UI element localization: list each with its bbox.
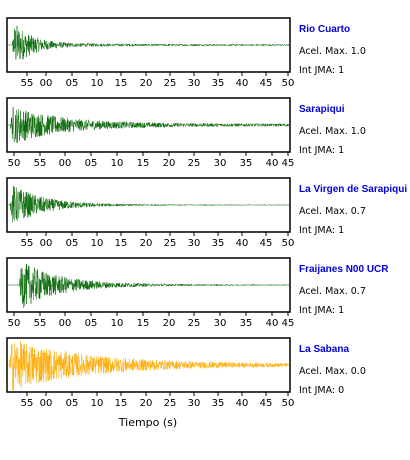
int-jma-label: Int JMA: 1 bbox=[299, 225, 344, 236]
panel-frame bbox=[6, 337, 291, 393]
x-tick-label: 50 bbox=[282, 398, 295, 409]
panel-frame bbox=[6, 97, 291, 153]
x-tick-label: 35 bbox=[212, 78, 225, 89]
x-tick-label: 50 bbox=[8, 318, 21, 329]
x-tick-label: 30 bbox=[214, 318, 227, 329]
x-tick-label: 00 bbox=[59, 158, 72, 169]
x-tick-label: 00 bbox=[59, 318, 72, 329]
x-tick-label: 10 bbox=[91, 238, 104, 249]
panel-frame bbox=[6, 17, 291, 73]
panel-1: 55 00 05 10 15 20 25 30 35 40 45 50 Rio Cuarto Acel. … bbox=[6, 17, 366, 89]
x-tick-label: 00 bbox=[40, 238, 53, 249]
x-tick-label: 50 bbox=[282, 238, 295, 249]
x-tick-label: 15 bbox=[115, 78, 128, 89]
x-tick-label: 05 bbox=[85, 318, 98, 329]
x-tick-label: 15 bbox=[137, 158, 150, 169]
x-tick-label: 45 bbox=[282, 158, 295, 169]
x-tick-label: 50 bbox=[8, 158, 21, 169]
acel-max-label: Acel. Max. 1.0 bbox=[299, 126, 366, 137]
panel-frame bbox=[6, 177, 291, 233]
x-tick-label: 10 bbox=[111, 158, 124, 169]
x-tick-label: 55 bbox=[21, 398, 34, 409]
x-tick-label: 20 bbox=[163, 158, 176, 169]
panel-5: 55 00 05 10 15 20 25 30 35 40 45 50 La Sabana Acel. M… bbox=[6, 337, 366, 409]
int-jma-label: Int JMA: 0 bbox=[299, 385, 344, 396]
x-tick-label: 40 bbox=[266, 158, 279, 169]
x-tick-label: 40 bbox=[236, 238, 249, 249]
series-line bbox=[7, 106, 290, 143]
x-tick-label: 30 bbox=[214, 158, 227, 169]
panel-4: 50 55 00 05 10 15 20 25 30 35 40 45 Fraijanes N00 UC… bbox=[6, 257, 389, 329]
x-tick-label: 55 bbox=[34, 318, 47, 329]
x-tick-label: 50 bbox=[282, 78, 295, 89]
x-tick-label: 10 bbox=[111, 318, 124, 329]
int-jma-label: Int JMA: 1 bbox=[299, 305, 344, 316]
series-line bbox=[7, 25, 290, 61]
x-tick-label: 45 bbox=[260, 78, 273, 89]
x-tick-label: 00 bbox=[40, 78, 53, 89]
x-tick-label: 15 bbox=[115, 238, 128, 249]
x-tick-label: 25 bbox=[164, 398, 177, 409]
acel-max-label: Acel. Max. 0.7 bbox=[299, 206, 366, 217]
x-tick-label: 20 bbox=[140, 78, 153, 89]
station-name: Rio Cuarto bbox=[299, 24, 350, 35]
x-tick-label: 30 bbox=[188, 78, 201, 89]
x-tick-label: 35 bbox=[240, 158, 253, 169]
x-tick-label: 35 bbox=[212, 398, 225, 409]
x-tick-label: 45 bbox=[282, 318, 295, 329]
series-line bbox=[7, 263, 290, 309]
panel-3: 55 00 05 10 15 20 25 30 35 40 45 50 La Virgen de Sar… bbox=[6, 177, 407, 249]
series-line bbox=[7, 341, 290, 391]
x-tick-label: 10 bbox=[91, 78, 104, 89]
x-tick-label: 55 bbox=[21, 238, 34, 249]
x-tick-label: 20 bbox=[140, 398, 153, 409]
x-tick-label: 15 bbox=[137, 318, 150, 329]
x-tick-label: 10 bbox=[91, 398, 104, 409]
series-line bbox=[7, 185, 290, 223]
station-name: Fraijanes N00 UCR bbox=[299, 264, 389, 275]
x-tick-label: 05 bbox=[66, 78, 79, 89]
panel-2: 50 55 00 05 10 15 20 25 30 35 40 45 Sarapiqui Acel. M… bbox=[6, 97, 366, 169]
acel-max-label: Acel. Max. 0.0 bbox=[299, 366, 366, 377]
x-tick-label: 55 bbox=[21, 78, 34, 89]
x-tick-label: 05 bbox=[85, 158, 98, 169]
x-tick-label: 05 bbox=[66, 398, 79, 409]
x-tick-label: 25 bbox=[164, 238, 177, 249]
x-tick-label: 25 bbox=[188, 158, 201, 169]
x-tick-label: 45 bbox=[260, 398, 273, 409]
x-tick-label: 25 bbox=[188, 318, 201, 329]
x-tick-label: 30 bbox=[188, 398, 201, 409]
acel-max-label: Acel. Max. 0.7 bbox=[299, 286, 366, 297]
int-jma-label: Int JMA: 1 bbox=[299, 65, 344, 76]
panel-frame bbox=[6, 257, 291, 313]
x-tick-label: 20 bbox=[163, 318, 176, 329]
x-tick-label: 30 bbox=[188, 238, 201, 249]
x-tick-label: 55 bbox=[34, 158, 47, 169]
x-tick-label: 40 bbox=[266, 318, 279, 329]
x-tick-label: 20 bbox=[140, 238, 153, 249]
x-tick-label: 40 bbox=[236, 398, 249, 409]
x-tick-label: 45 bbox=[260, 238, 273, 249]
x-tick-label: 40 bbox=[236, 78, 249, 89]
int-jma-label: Int JMA: 1 bbox=[299, 145, 344, 156]
x-tick-label: 35 bbox=[240, 318, 253, 329]
x-axis-label: Tiempo (s) bbox=[118, 416, 177, 429]
x-tick-label: 05 bbox=[66, 238, 79, 249]
x-tick-label: 25 bbox=[164, 78, 177, 89]
x-tick-label: 35 bbox=[212, 238, 225, 249]
station-name: La Sabana bbox=[299, 344, 349, 355]
acel-max-label: Acel. Max. 1.0 bbox=[299, 46, 366, 57]
station-name: Sarapiqui bbox=[299, 104, 345, 115]
x-tick-label: 00 bbox=[40, 398, 53, 409]
station-name: La Virgen de Sarapiqui bbox=[299, 184, 407, 195]
x-tick-label: 15 bbox=[115, 398, 128, 409]
